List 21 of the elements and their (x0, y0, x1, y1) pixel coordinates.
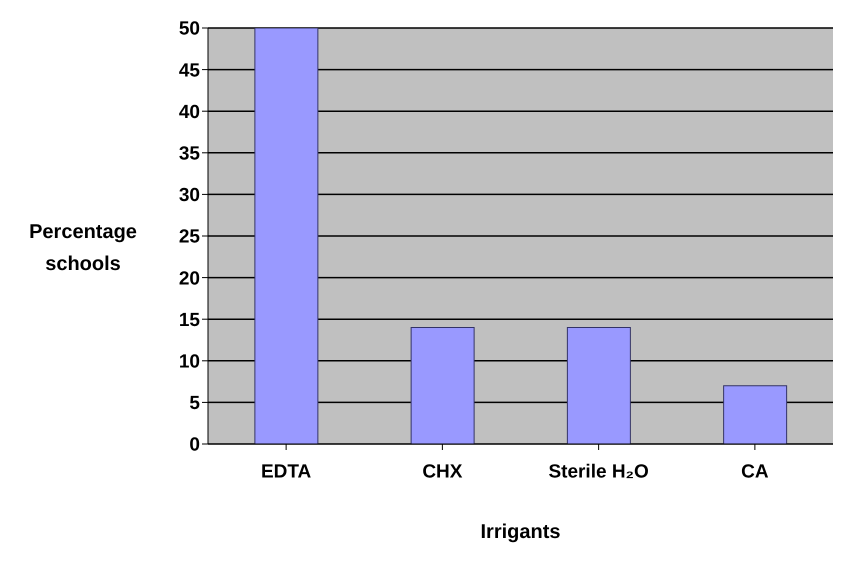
bar (723, 385, 788, 444)
y-tick-label: 10 (178, 352, 200, 373)
y-tick-label: 25 (178, 226, 200, 248)
x-tick-label: CA (741, 461, 769, 482)
x-axis-title: Irrigants (480, 521, 561, 543)
x-tick-label: Sterile H₂O (548, 461, 649, 482)
bar (410, 327, 475, 444)
y-tick-label: 30 (178, 185, 200, 206)
bar (566, 327, 631, 444)
y-tick-label: 45 (178, 60, 200, 82)
x-tick-label: EDTA (260, 461, 312, 482)
y-tick-label: 15 (178, 310, 200, 331)
y-axis-title: Percentage schools (28, 220, 138, 277)
y-tick-label: 50 (178, 18, 200, 40)
y-tick-label: 5 (189, 393, 200, 414)
y-tick-label: 0 (189, 434, 200, 456)
x-tick-label: CHX (422, 461, 463, 482)
y-tick-label: 20 (178, 268, 200, 290)
y-tick-label: 35 (178, 144, 200, 165)
bar (254, 28, 318, 444)
y-tick-label: 40 (178, 102, 200, 123)
